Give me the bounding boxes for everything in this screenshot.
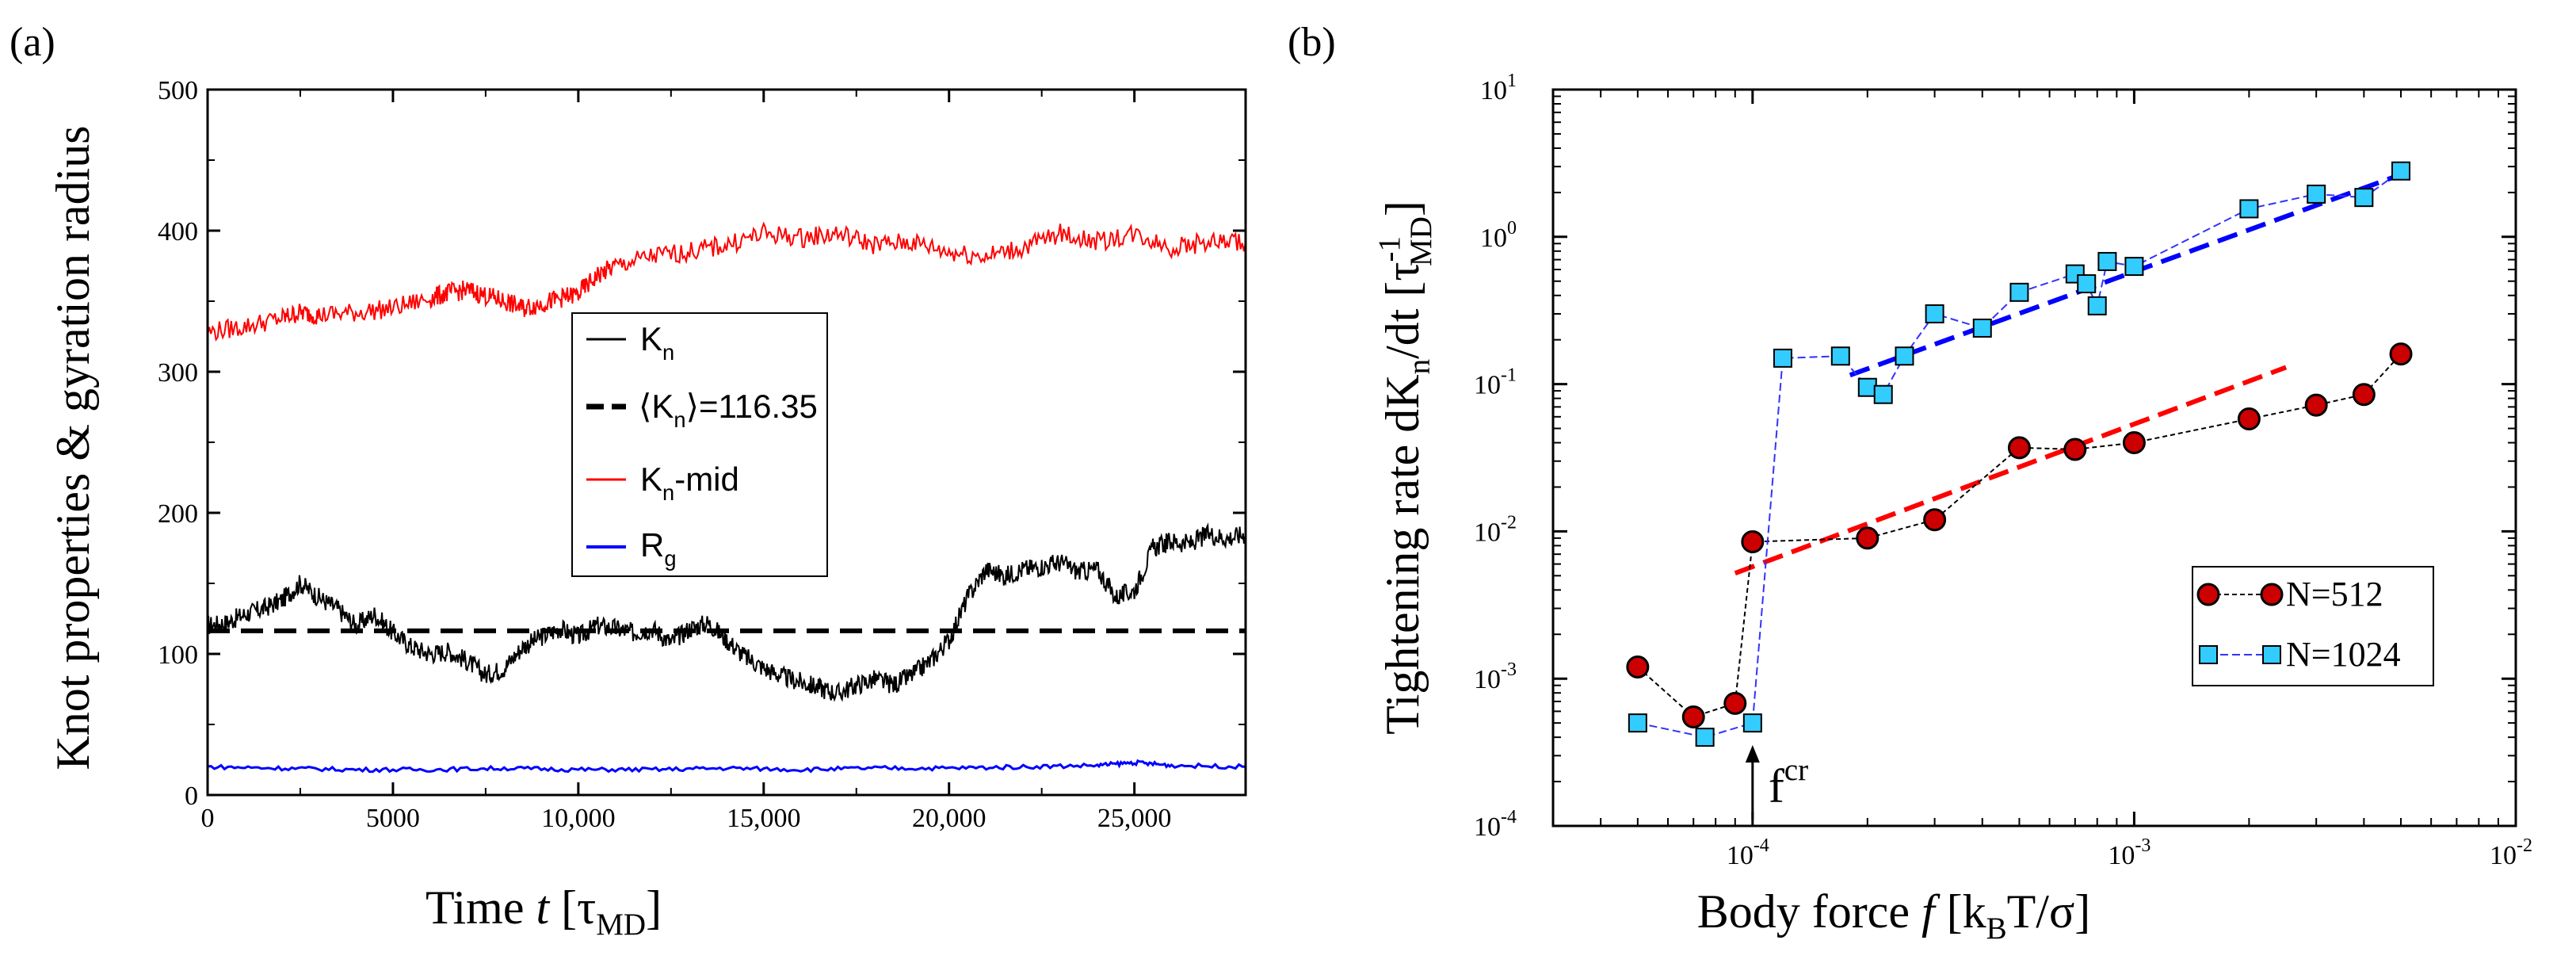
point-n1024 xyxy=(1873,384,1893,404)
legend-1024-label: N=1024 xyxy=(2286,635,2401,674)
series-k-n xyxy=(207,522,1246,702)
point-n1024 xyxy=(1895,346,1914,366)
point-n1024 xyxy=(2307,184,2326,204)
b-xtick-label: 10-3 xyxy=(2108,835,2150,870)
fcr-arrow-head xyxy=(1745,745,1760,763)
panel-b-frame xyxy=(1551,88,2517,827)
a-ytick-label: 400 xyxy=(158,217,198,247)
series-r-g xyxy=(207,759,1246,774)
a-xtick-label: 5000 xyxy=(366,804,420,833)
point-n512 xyxy=(1923,508,1947,532)
panel-a-xlabel: Time t [τMD] xyxy=(426,881,662,942)
panel-a-series xyxy=(207,221,1246,774)
fit-512-line xyxy=(1734,365,2288,575)
legend-knmid-label: Kn-mid xyxy=(640,461,739,505)
point-n1024 xyxy=(2354,188,2374,208)
point-n512 xyxy=(2063,438,2087,461)
legend-box xyxy=(571,312,828,577)
point-n1024 xyxy=(2124,257,2144,277)
point-n512 xyxy=(1856,526,1880,550)
legend-rg-label: Rg xyxy=(640,526,677,571)
a-ytick-label: 500 xyxy=(158,76,198,105)
series-k-n-mid xyxy=(207,221,1246,342)
legend-box-b xyxy=(2192,566,2434,686)
panel-a-frame xyxy=(206,88,1247,797)
point-n1024 xyxy=(1628,713,1647,733)
point-n1024 xyxy=(1695,728,1715,747)
a-ytick-label: 200 xyxy=(158,499,198,529)
panel-a-tick-labels: 0 5000 10,000 15,000 20,000 25,000 0 100 200 300 4… xyxy=(158,76,1171,833)
legend-512-label: N=512 xyxy=(2286,575,2383,613)
legend-512-marker-left xyxy=(2196,583,2220,606)
b-ytick-label: 10-3 xyxy=(1474,659,1517,694)
point-n512 xyxy=(1723,691,1747,715)
legend-1024-marker-left xyxy=(2199,645,2218,664)
panel-b-fits xyxy=(1734,172,2402,575)
series-n-1024-line xyxy=(1637,170,2402,739)
point-n1024 xyxy=(1773,348,1792,368)
legend-1024-marker-right xyxy=(2262,645,2281,664)
a-xtick-label: 10,000 xyxy=(541,804,616,833)
point-n512 xyxy=(2389,342,2413,366)
point-n1024 xyxy=(2097,251,2117,271)
point-n512 xyxy=(2007,436,2031,460)
point-n1024 xyxy=(2391,161,2411,181)
b-ytick-label: 10-1 xyxy=(1474,365,1517,400)
panel-a-ylabel: Knot properties & gyration radius xyxy=(47,125,99,770)
a-ytick-label: 300 xyxy=(158,358,198,388)
point-n1024 xyxy=(1857,377,1877,397)
point-n1024 xyxy=(2087,296,2107,315)
panel-b-tick-labels: 10-4 10-3 10-2 10-4 10-3 10-2 10-1 100 101 xyxy=(1474,71,2532,870)
panel-b-ylabel: Tightening rate dKn/dt [τ-1MD] xyxy=(1372,201,1438,735)
panel-b-legend: N=512 N=1024 xyxy=(2192,566,2434,686)
point-n512 xyxy=(2237,407,2261,431)
point-n1024 xyxy=(1925,304,1944,323)
a-xtick-label: 25,000 xyxy=(1097,804,1172,833)
legend-kn-label: Kn xyxy=(640,320,674,365)
b-xtick-label: 10-2 xyxy=(2490,835,2532,870)
point-n512 xyxy=(2304,393,2328,417)
panel-b: (b) 10-4 10-3 10-2 10-4 10-3 10-2 10-1 100 101 T… xyxy=(1288,20,2532,946)
point-n1024 xyxy=(1830,346,1850,366)
point-n1024 xyxy=(1742,713,1762,733)
fcr-annotation: fcr xyxy=(1745,745,1808,820)
point-n512 xyxy=(2352,383,2376,407)
b-ytick-label: 10-2 xyxy=(1474,512,1517,547)
b-ytick-label: 101 xyxy=(1480,71,1517,105)
panel-a: (a) 0 5000 10,000 15,000 20,000 25,000 0 100 200… xyxy=(10,20,1247,942)
fcr-label: fcr xyxy=(1769,753,1808,812)
panel-b-xlabel: Body force f [kBT/σ] xyxy=(1697,885,2091,946)
point-n1024 xyxy=(2009,282,2029,302)
a-xtick-label: 15,000 xyxy=(727,804,801,833)
b-xtick-label: 10-4 xyxy=(1727,835,1769,870)
panel-b-series xyxy=(1626,161,2413,747)
fit-1024-line xyxy=(1849,172,2402,378)
legend-mean-label: ⟨Kn⟩=116.35 xyxy=(639,388,818,432)
a-ytick-label: 0 xyxy=(185,782,198,811)
point-n1024 xyxy=(2239,199,2259,219)
legend-512-marker-right xyxy=(2260,583,2284,606)
point-n512 xyxy=(1681,705,1705,728)
a-xtick-label: 20,000 xyxy=(912,804,987,833)
panel-a-legend: Kn ⟨Kn⟩=116.35 Kn-mid Rg xyxy=(571,312,828,577)
panel-b-label: (b) xyxy=(1288,20,1336,65)
panel-a-label: (a) xyxy=(10,20,55,65)
point-n512 xyxy=(1626,655,1650,678)
point-n512 xyxy=(2122,431,2146,455)
point-n1024 xyxy=(2077,274,2097,294)
a-xtick-label: 0 xyxy=(201,804,215,833)
point-n1024 xyxy=(1972,318,1992,338)
a-ytick-label: 100 xyxy=(158,640,198,670)
b-ytick-label: 100 xyxy=(1480,218,1517,253)
point-n512 xyxy=(1741,530,1765,554)
b-ytick-label: 10-4 xyxy=(1474,807,1517,842)
